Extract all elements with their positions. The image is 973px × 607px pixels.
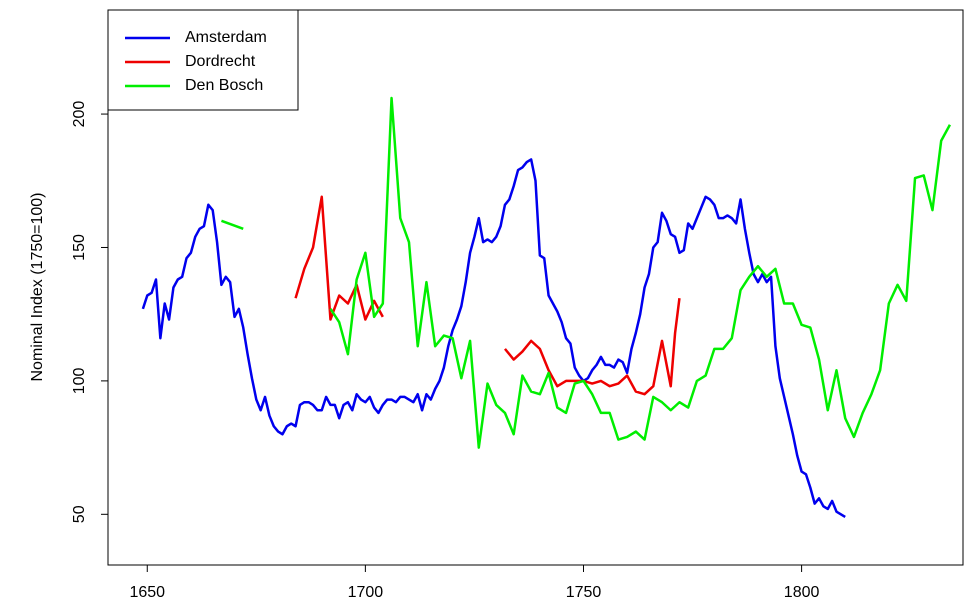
y-axis-label: Nominal Index (1750=100) (29, 192, 46, 381)
y-tick-label: 200 (71, 101, 88, 128)
legend-label: Amsterdam (185, 29, 267, 46)
x-tick-label: 1650 (129, 584, 165, 601)
y-tick-label: 100 (71, 367, 88, 394)
y-tick-label: 50 (71, 505, 88, 523)
legend-box (107, 9, 299, 111)
x-tick-label: 1800 (784, 584, 820, 601)
series-line (141, 158, 846, 519)
x-tick-label: 1750 (566, 584, 602, 601)
legend-label: Den Bosch (185, 77, 263, 94)
y-tick-label: 150 (71, 234, 88, 261)
series-line (220, 96, 952, 449)
x-tick-label: 1700 (348, 584, 384, 601)
legend-label: Dordrecht (185, 53, 256, 70)
series-line (294, 195, 681, 396)
